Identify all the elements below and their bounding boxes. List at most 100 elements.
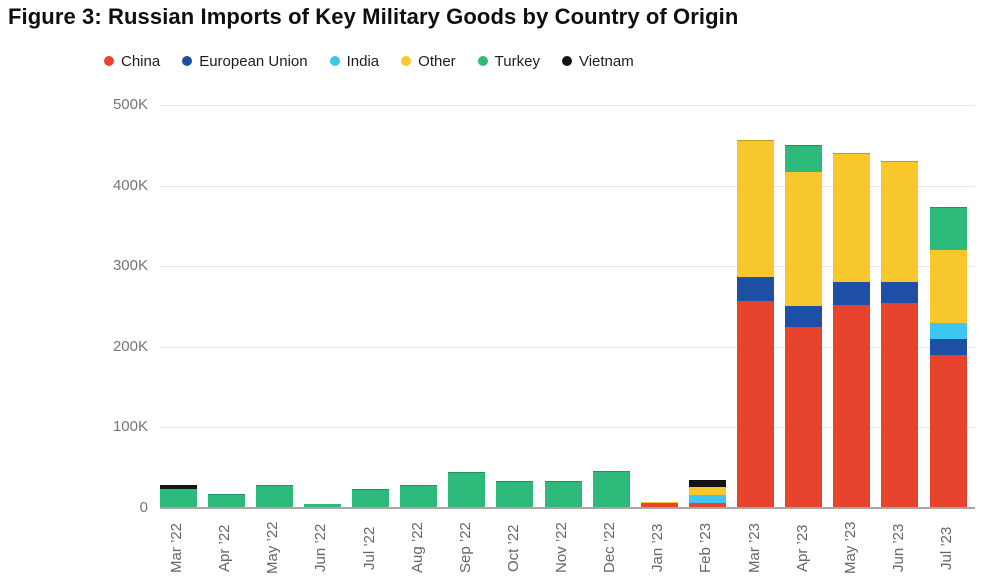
x-axis-line <box>160 507 975 509</box>
legend-dot-icon <box>401 56 412 66</box>
x-axis-tick-label: Sep ’22 <box>456 522 474 574</box>
bar-segment-china[interactable] <box>881 303 919 508</box>
x-axis-tick-label: Apr ’23 <box>793 524 811 572</box>
bar-segment-turkey[interactable] <box>352 488 389 508</box>
legend-dot-icon <box>329 56 340 66</box>
bar-segment-china[interactable] <box>929 354 967 508</box>
legend-item-turkey: Turkey <box>477 52 540 70</box>
bar-oct-22 <box>496 480 534 508</box>
bar-segment-india[interactable] <box>688 495 726 504</box>
bar-segment-european-union[interactable] <box>929 338 967 355</box>
legend-item-vietnam: Vietnam <box>561 52 634 70</box>
bar-segment-european-union[interactable] <box>833 281 871 305</box>
legend-item-india: India <box>329 52 380 70</box>
x-axis-tick-label: May ’22 <box>264 521 282 575</box>
gridline-400k <box>160 185 975 187</box>
legend-dot-icon <box>104 56 114 66</box>
x-axis-tick-label: Jun ’22 <box>312 523 330 573</box>
bar-segment-turkey[interactable] <box>640 501 678 503</box>
bar-segment-turkey[interactable] <box>785 145 823 172</box>
bar-dec-22 <box>592 470 630 508</box>
gridline-100k <box>160 427 975 429</box>
legend-label: Vietnam <box>578 52 634 70</box>
x-axis-tick-label: Jul ’23 <box>938 526 955 570</box>
bar-segment-turkey[interactable] <box>303 503 341 508</box>
y-axis-tick-label: 400K <box>112 176 148 194</box>
x-axis-tick-label: Nov ’22 <box>553 522 570 574</box>
y-axis-tick-label: 300K <box>112 257 148 275</box>
legend: China European Union India Other Turkey Vietn… <box>104 52 634 70</box>
bar-segment-china[interactable] <box>833 304 871 508</box>
bar-segment-other[interactable] <box>785 171 823 306</box>
legend-dot-icon <box>182 56 193 66</box>
legend-label: European Union <box>199 52 308 70</box>
legend-label: China <box>121 52 161 70</box>
bar-aug-22 <box>400 484 438 508</box>
bar-segment-turkey[interactable] <box>400 484 438 508</box>
bar-segment-other[interactable] <box>881 161 919 283</box>
y-axis-tick-label: 100K <box>112 418 148 436</box>
bar-segment-china[interactable] <box>737 300 774 508</box>
legend-item-other: Other <box>401 53 456 70</box>
bar-jun-23 <box>881 161 919 508</box>
x-axis-tick-label: Jul ’22 <box>360 526 378 570</box>
bar-segment-other[interactable] <box>688 487 726 496</box>
bar-segment-european-union[interactable] <box>785 305 823 327</box>
bar-may-23 <box>833 153 871 508</box>
bar-segment-vietnam[interactable] <box>688 479 726 488</box>
bar-segment-turkey[interactable] <box>159 488 197 508</box>
bar-mar-23 <box>737 140 774 508</box>
bar-segment-other[interactable] <box>737 140 774 277</box>
bar-segment-other[interactable] <box>640 502 678 504</box>
legend-item-european-union: European Union <box>182 52 308 70</box>
bar-nov-22 <box>544 480 582 508</box>
bar-segment-turkey[interactable] <box>544 480 582 508</box>
bar-segment-european-union[interactable] <box>737 276 774 301</box>
legend-dot-icon <box>477 56 488 66</box>
bar-jul-23 <box>929 207 967 508</box>
legend-label: Other <box>418 52 456 70</box>
bar-segment-european-union[interactable] <box>881 282 919 304</box>
y-axis-tick-label: 0 <box>139 499 148 516</box>
bar-segment-vietnam[interactable] <box>159 485 197 489</box>
bar-segment-turkey[interactable] <box>496 480 534 508</box>
bar-segment-china[interactable] <box>785 326 823 508</box>
bar-segment-other[interactable] <box>929 250 967 324</box>
x-axis-tick-label: Dec ’22 <box>601 522 619 574</box>
x-axis-tick-label: Aug ’22 <box>408 522 426 574</box>
bar-segment-china[interactable] <box>688 503 726 508</box>
legend-dot-icon <box>561 56 572 66</box>
x-axis-tick-label: Feb ’23 <box>697 522 715 574</box>
bar-segment-turkey[interactable] <box>448 471 486 508</box>
gridline-200k <box>160 346 975 348</box>
x-axis-tick-label: Mar ’23 <box>745 522 763 574</box>
y-axis-tick-label: 500K <box>112 96 148 113</box>
legend-label: India <box>346 52 380 70</box>
bar-apr-22 <box>207 494 245 508</box>
legend-item-china: China <box>104 53 160 70</box>
bar-segment-turkey[interactable] <box>929 207 967 251</box>
bar-jan-23 <box>640 501 678 508</box>
bar-segment-india[interactable] <box>929 323 967 339</box>
bar-jun-22 <box>303 503 341 508</box>
bar-segment-turkey[interactable] <box>255 484 293 508</box>
bar-feb-23 <box>688 479 726 508</box>
bar-segment-china[interactable] <box>640 503 678 508</box>
bar-segment-turkey[interactable] <box>592 470 630 508</box>
bar-sep-22 <box>448 471 486 508</box>
x-axis-tick-label: Mar ’22 <box>168 522 185 574</box>
x-axis-tick-label: Oct ’22 <box>504 524 522 572</box>
figure-title: Figure 3: Russian Imports of Key Militar… <box>8 4 739 29</box>
legend-label: Turkey <box>494 52 540 70</box>
gridline-300k <box>160 266 975 268</box>
bar-segment-turkey[interactable] <box>207 494 245 508</box>
x-axis-tick-label: May ’23 <box>841 521 859 575</box>
bar-may-22 <box>255 484 293 508</box>
x-axis-tick-label: Jun ’23 <box>889 523 907 573</box>
x-axis-tick-label: Jan ’23 <box>649 523 667 573</box>
bar-mar-22 <box>159 485 197 508</box>
bar-segment-other[interactable] <box>833 153 871 282</box>
bar-jul-22 <box>352 488 389 508</box>
x-axis-tick-label: Apr ’22 <box>216 524 234 572</box>
